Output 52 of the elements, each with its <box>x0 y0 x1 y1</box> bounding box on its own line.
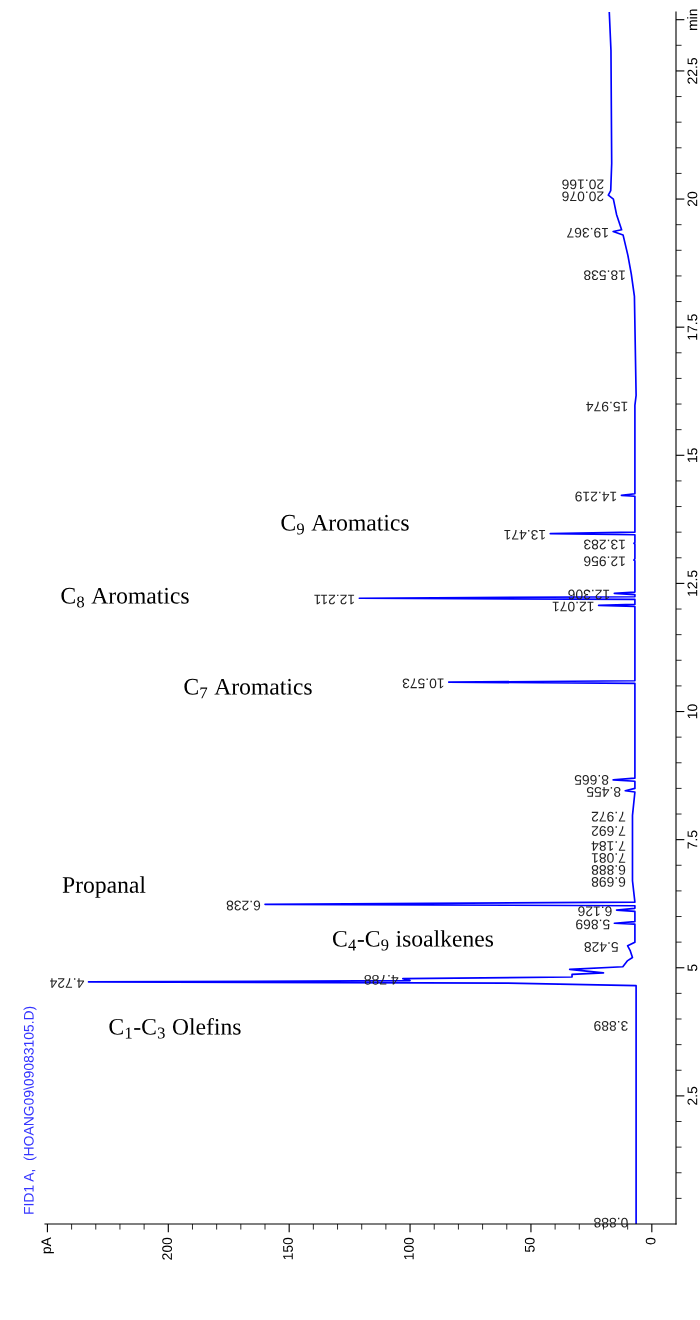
y-tick-label: 7.5 <box>687 830 698 849</box>
y-tick-label: 10 <box>687 704 698 719</box>
annotation: Propanal <box>62 876 146 898</box>
annotation: 12.306 <box>568 589 610 600</box>
text: FID1 A, (HOANG09\09083105.D) <box>23 1006 37 1214</box>
annotation: 0.888 <box>594 1217 628 1228</box>
annotation: C$_{4}$-C$_{9}$ isoalkenes <box>332 930 494 951</box>
annotation: 6.126 <box>578 906 612 917</box>
annotation: 13.283 <box>584 539 625 550</box>
annotation: 12.956 <box>584 556 625 567</box>
annotation: 13.471 <box>504 529 546 540</box>
y-tick-label: 17.5 <box>687 314 698 340</box>
annotation: 10.573 <box>402 678 444 689</box>
annotation: 7.692 <box>591 826 626 836</box>
annotation: 3.889 <box>594 1020 628 1031</box>
annotation: C$_{7}$ Aromatics <box>184 678 312 699</box>
annotation: 5.428 <box>584 942 619 952</box>
y-tick-label: 15 <box>687 448 698 462</box>
annotation: 19.367 <box>567 227 608 238</box>
annotation: 5.869 <box>576 919 610 930</box>
annotation: 8.665 <box>574 774 609 785</box>
annotation: 20.166 <box>562 179 604 190</box>
y-tick-label: 5 <box>687 964 698 972</box>
annotation: 4.724 <box>50 978 85 989</box>
y-tick-label: 2.5 <box>687 1086 698 1105</box>
y-tick-label: 20 <box>687 191 698 207</box>
annotation: 18.538 <box>584 270 625 281</box>
annotation: 20.076 <box>562 191 604 202</box>
annotation: 6.698 <box>591 877 626 887</box>
annotation: 7.184 <box>591 841 626 851</box>
annotation: 7.972 <box>591 811 626 822</box>
y-tick-label: 22.5 <box>687 58 698 84</box>
annotation: 12.071 <box>552 601 594 612</box>
y-tick-label: min <box>687 9 698 30</box>
annotation: 4.788 <box>364 974 399 985</box>
annotation: 6.238 <box>226 900 261 911</box>
annotation: C$_{9}$ Aromatics <box>281 514 409 535</box>
x-tick-label: 200 <box>162 1237 173 1260</box>
annotation: 15.974 <box>586 401 628 412</box>
x-tick-label: 100 <box>403 1237 414 1260</box>
x-tick-label: 0 <box>645 1237 656 1245</box>
annotation: C$_{1}$-C$_{3}$ Olefins <box>109 1017 241 1039</box>
x-tick-label: 50 <box>524 1237 535 1253</box>
annotation: 14.219 <box>575 491 617 502</box>
x-tick-label: pA <box>41 1237 54 1254</box>
y-tick-label: 12.5 <box>687 570 698 596</box>
annotation: 7.081 <box>591 853 626 863</box>
annotation: 8.455 <box>586 786 621 797</box>
x-tick-label: 150 <box>283 1237 293 1260</box>
annotation: 6.888 <box>591 865 626 875</box>
annotation: 12.211 <box>314 594 355 605</box>
annotation: C$_{8}$ Aromatics <box>61 587 189 608</box>
